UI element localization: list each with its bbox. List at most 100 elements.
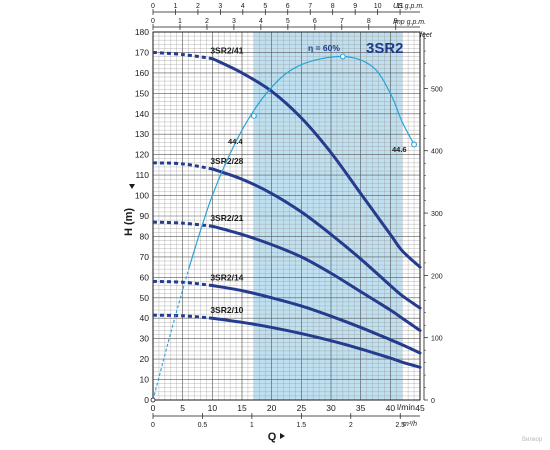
efficiency-layer xyxy=(150,53,418,403)
y-tick-label: 110 xyxy=(135,170,149,180)
head-curve-3SR2/14 xyxy=(210,284,422,355)
chart-title: 3SR2 xyxy=(366,40,404,57)
x-tick-label: 45 xyxy=(415,403,425,413)
y-tick-label: 40 xyxy=(140,313,150,323)
x-axis-arrow-icon xyxy=(280,433,285,439)
usgpm-tick-label: 2 xyxy=(196,3,200,10)
feet-unit-label: feet xyxy=(420,32,433,39)
head-curve-3SR2/28 xyxy=(210,167,422,310)
origin-marker xyxy=(150,397,156,403)
efficiency-curve xyxy=(188,55,415,270)
head-curve-3SR2/21 xyxy=(210,224,422,332)
usgpm-unit-label: US g.p.m. xyxy=(393,3,424,10)
feet-tick-label: 100 xyxy=(431,336,443,343)
head-curve-dashed-3SR2/14 xyxy=(152,279,213,288)
head-curve-3SR2/41 xyxy=(210,57,422,269)
x-tick-label: 40 xyxy=(386,403,396,413)
plot-frame xyxy=(152,31,421,401)
x-tick-label: 10 xyxy=(208,403,218,413)
feet-tick-label: 200 xyxy=(431,273,443,280)
efficiency-marker xyxy=(339,53,346,60)
impgpm-unit-label: Imp g.p.m. xyxy=(393,19,426,26)
head-curve-dashed-3SR2/21 xyxy=(152,220,213,228)
efficiency-point-right-label: 44.6 xyxy=(392,145,407,154)
y-tick-label: 150 xyxy=(135,88,149,98)
y-tick-label: 160 xyxy=(135,68,149,78)
y-axis-title: H (m) xyxy=(123,208,135,236)
m3h-tick-label: 2 xyxy=(349,422,353,429)
usgpm-tick-label: 5 xyxy=(263,3,267,10)
watermark: Вилкор xyxy=(522,437,543,443)
series-label-3SR2/10: 3SR2/10 xyxy=(210,305,243,315)
usgpm-tick-label: 3 xyxy=(218,3,222,10)
x-axis-title: Q xyxy=(268,431,277,443)
y-tick-label: 100 xyxy=(135,191,149,201)
y-tick-label: 80 xyxy=(140,231,150,241)
impgpm-tick-label: 2 xyxy=(205,18,209,25)
series-label-3SR2/14: 3SR2/14 xyxy=(210,273,243,283)
y-tick-label: 20 xyxy=(140,354,150,364)
efficiency-marker xyxy=(250,112,257,119)
impgpm-tick-label: 7 xyxy=(340,18,344,25)
m3h-tick-label: 1.5 xyxy=(296,422,306,429)
y-tick-label: 180 xyxy=(135,27,149,37)
efficiency-point-left-label: 44.4 xyxy=(228,137,243,146)
x-tick-label: 5 xyxy=(180,403,185,413)
y-tick-label: 70 xyxy=(140,252,150,262)
m3h-tick-label: 0.5 xyxy=(198,422,208,429)
head-curve-dashed-3SR2/28 xyxy=(152,161,213,171)
series-label-3SR2/41: 3SR2/41 xyxy=(210,46,243,56)
usgpm-tick-label: 10 xyxy=(374,3,382,10)
impgpm-tick-label: 5 xyxy=(286,18,290,25)
y-tick-label: 170 xyxy=(135,47,149,57)
efficiency-curve-dashed xyxy=(152,269,190,401)
x-tick-label: 35 xyxy=(356,403,366,413)
x-tick-label: 20 xyxy=(267,403,277,413)
usgpm-tick-label: 0 xyxy=(151,3,155,10)
head-curve-3SR2/10 xyxy=(210,316,422,369)
y-tick-label: 0 xyxy=(144,395,149,405)
impgpm-tick-label: 9 xyxy=(394,18,398,25)
impgpm-tick-label: 6 xyxy=(313,18,317,25)
m3h-tick-label: 1 xyxy=(250,422,254,429)
feet-tick-label: 0 xyxy=(431,398,435,405)
grid-layer xyxy=(153,32,420,400)
x-tick-label: 0 xyxy=(151,403,156,413)
series-label-3SR2/21: 3SR2/21 xyxy=(210,213,243,223)
usgpm-tick-label: 11 xyxy=(396,3,403,10)
impgpm-tick-label: 3 xyxy=(232,18,236,25)
usgpm-tick-label: 1 xyxy=(174,3,178,10)
feet-tick-label: 400 xyxy=(431,149,443,156)
usgpm-tick-label: 8 xyxy=(331,3,335,10)
y-axis-arrow-icon xyxy=(129,184,135,189)
y-tick-label: 120 xyxy=(135,150,149,160)
text-layer: 3SR2 H (m) Q l/min m³/h US g.p.m. Imp g.… xyxy=(123,3,543,443)
impgpm-tick-label: 8 xyxy=(367,18,371,25)
efficiency-marker xyxy=(411,141,418,148)
usgpm-tick-label: 4 xyxy=(241,3,245,10)
usgpm-tick-label: 9 xyxy=(353,3,357,10)
y-tick-label: 60 xyxy=(140,272,150,282)
y-tick-label: 30 xyxy=(140,334,150,344)
x-tick-label: 25 xyxy=(297,403,307,413)
y-tick-label: 90 xyxy=(140,211,150,221)
feet-tick-label: 300 xyxy=(431,211,443,218)
axes-layer: 0102030405060708090100110120130140150160… xyxy=(129,3,443,439)
y-tick-label: 50 xyxy=(140,293,150,303)
efficiency-label: η = 60% xyxy=(308,43,340,53)
y-tick-label: 10 xyxy=(140,375,150,385)
m3h-tick-label: 0 xyxy=(151,422,155,429)
impgpm-tick-label: 4 xyxy=(259,18,263,25)
y-tick-label: 130 xyxy=(135,129,149,139)
m3h-unit-label: m³/h xyxy=(403,421,417,428)
head-curve-dashed-3SR2/41 xyxy=(152,50,213,61)
impgpm-tick-label: 0 xyxy=(151,18,155,25)
x-unit-label: l/min xyxy=(397,402,415,412)
y-tick-label: 140 xyxy=(135,109,149,119)
usgpm-tick-label: 6 xyxy=(286,3,290,10)
m3h-tick-label: 2.5 xyxy=(395,422,405,429)
feet-tick-label: 500 xyxy=(431,86,443,93)
usgpm-tick-label: 7 xyxy=(308,3,312,10)
